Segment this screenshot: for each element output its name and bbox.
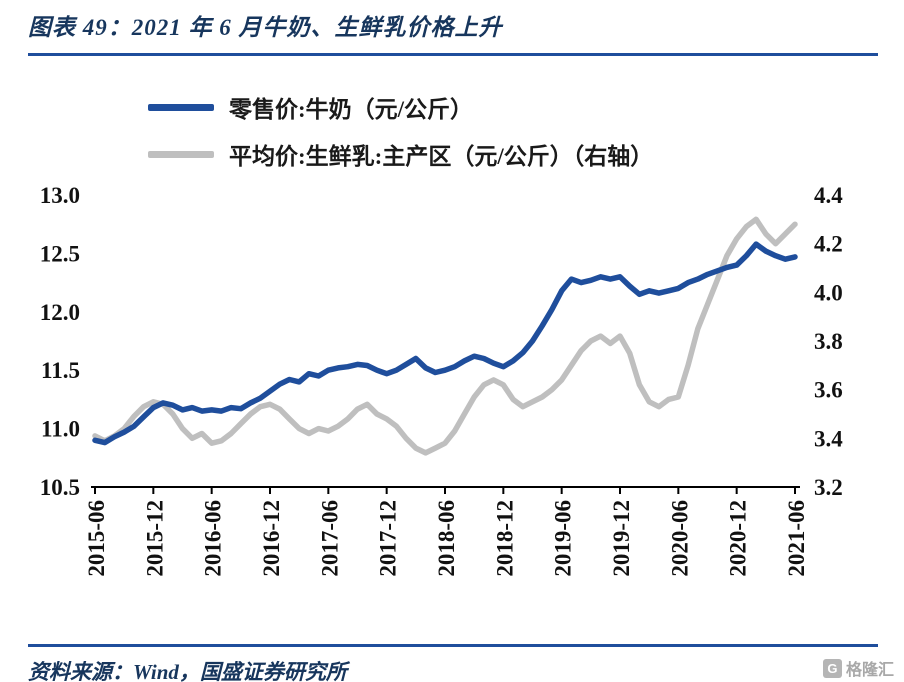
legend-label-raw-milk: 平均价:生鲜乳:主产区（元/公斤）（右轴） bbox=[229, 144, 654, 169]
left-axis-tick-label: 11.5 bbox=[41, 358, 80, 383]
x-tick-label: 2017-06 bbox=[317, 500, 342, 577]
legend-item-raw-milk: 平均价:生鲜乳:主产区（元/公斤）（右轴） bbox=[148, 137, 653, 171]
right-axis-tick-label: 3.6 bbox=[814, 378, 843, 403]
x-tick-label: 2020-06 bbox=[667, 500, 692, 577]
right-axis-tick-label: 4.4 bbox=[814, 183, 843, 208]
x-tick-label: 2019-06 bbox=[551, 500, 576, 577]
chart-title: 图表 49：2021 年 6 月牛奶、生鲜乳价格上升 bbox=[28, 8, 878, 56]
legend-line-blue bbox=[148, 103, 214, 111]
left-axis-tick-label: 13.0 bbox=[40, 183, 80, 208]
x-tick-label: 2015-06 bbox=[84, 500, 109, 577]
legend-item-milk-retail: 零售价:牛奶（元/公斤） bbox=[148, 90, 653, 124]
gelonghui-logo-text: 格隆汇 bbox=[845, 662, 894, 679]
right-axis-tick-label: 3.2 bbox=[814, 475, 843, 500]
gelonghui-watermark: G 格隆汇 bbox=[822, 656, 894, 680]
right-axis-tick-label: 4.0 bbox=[814, 280, 843, 305]
x-tick-label: 2016-06 bbox=[201, 500, 226, 577]
source-note: 资料来源：Wind，国盛证券研究所 bbox=[28, 644, 878, 682]
x-tick-label: 2020-12 bbox=[726, 500, 751, 577]
x-tick-label: 2021-06 bbox=[784, 500, 809, 577]
price-line-chart: 2015-06 2015-12 2016-06 2016-12 2017-06 2017-… bbox=[40, 183, 844, 577]
chart-legend: 零售价:牛奶（元/公斤） 平均价:生鲜乳:主产区（元/公斤）（右轴） bbox=[148, 90, 653, 171]
left-axis-tick-label: 10.5 bbox=[40, 475, 80, 500]
right-axis-tick-label: 3.4 bbox=[814, 426, 843, 451]
series-line-1 bbox=[92, 216, 798, 456]
left-axis-tick-label: 12.5 bbox=[40, 241, 80, 266]
gelonghui-logo-icon: G bbox=[822, 658, 842, 678]
left-axis-tick-label: 11.0 bbox=[41, 417, 80, 442]
series-line-0 bbox=[92, 241, 798, 446]
legend-label-milk-retail: 零售价:牛奶（元/公斤） bbox=[229, 97, 474, 122]
right-axis-tick-label: 4.2 bbox=[814, 232, 843, 257]
x-tick-label: 2015-12 bbox=[142, 500, 167, 577]
x-tick-label: 2018-12 bbox=[492, 500, 517, 577]
legend-line-gray bbox=[148, 150, 214, 158]
x-tick-label: 2017-12 bbox=[376, 500, 401, 577]
x-tick-label: 2016-12 bbox=[259, 500, 284, 577]
left-axis-tick-label: 12.0 bbox=[40, 300, 80, 325]
right-axis-tick-label: 3.8 bbox=[814, 329, 843, 354]
x-tick-label: 2019-12 bbox=[609, 500, 634, 577]
x-tick-label: 2018-06 bbox=[434, 500, 459, 577]
